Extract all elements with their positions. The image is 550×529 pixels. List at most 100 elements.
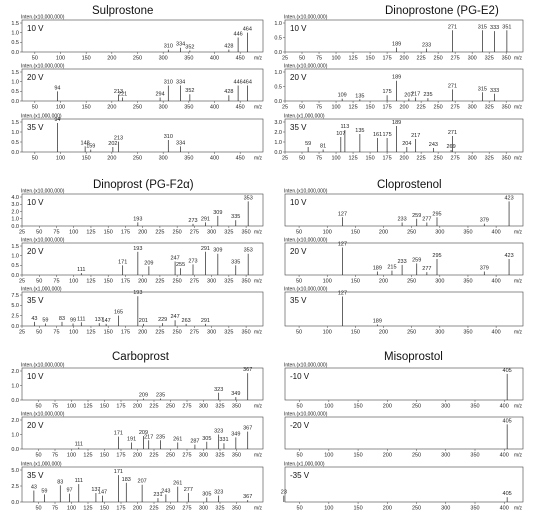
x-tick-label: 50 [299,56,305,62]
y-tick-label: 0.0 [11,150,19,156]
peak-label: 127 [338,241,347,247]
voltage-label: 20 V [27,421,44,430]
x-tick-label: 250 [434,156,443,162]
x-tick-label: 250 [407,330,416,336]
x-tick-label: 400 [210,105,219,111]
peak-label: 349 [231,391,240,397]
peak-label: 111 [77,267,85,273]
x-tick-label: 225 [417,56,426,62]
y-tick-label: 0.0 [11,324,19,330]
x-tick-label: 150 [82,156,91,162]
x-tick-label: 350 [232,506,241,512]
x-tick-label: 100 [67,506,76,512]
peak-label: 287 [190,439,199,445]
x-tick-label: 150 [365,56,374,62]
y-tick-label: 2.0 [11,369,19,375]
x-tick-label: 100 [324,506,333,512]
x-tick-label: 250 [434,56,443,62]
x-tick-label: 150 [82,105,91,111]
x-tick-label: 125 [86,330,95,336]
x-tick-label: 100 [69,330,78,336]
peak-label: 217 [411,133,420,139]
peak-label: 111 [75,442,83,448]
y-tick-label: 0.5 [274,35,282,41]
y-tick-label: 1.0 [11,253,19,259]
x-tick-label: 150 [100,506,109,512]
panel-frame [284,466,524,503]
x-tick-label: 450 [236,105,245,111]
x-tick-label: 50 [36,279,42,285]
peak-label: 193 [133,216,142,222]
peak-label: 213 [114,136,123,142]
y-tick-label: 2.0 [11,418,19,424]
peak-label: 113 [341,124,350,130]
peak-label: 135 [355,128,364,134]
x-tick-label: 125 [83,453,92,459]
peak-label: 295 [432,253,441,259]
peak-label: 309 [213,248,222,254]
x-tick-label: 275 [182,404,191,410]
panel-frame [21,416,264,450]
x-tick-label: 250 [166,404,175,410]
x-tick-label: 325 [485,56,494,62]
x-tick-label: 200 [379,279,388,285]
x-tick-label: 200 [133,506,142,512]
x-tick-label: 300 [159,156,168,162]
x-tick-label: 25 [282,105,288,111]
x-tick-label: 50 [35,404,41,410]
peak-label: 231 [153,492,162,498]
x-tick-label: 150 [104,279,113,285]
x-tick-label: 450 [236,156,245,162]
x-tick-label: 350 [463,279,472,285]
x-tick-label: 175 [382,56,391,62]
y-tick-label: 2.0 [11,209,19,215]
peak-label: 367 [243,367,252,373]
x-axis-unit: m/z [514,105,523,111]
voltage-label: 10 V [290,24,307,33]
x-axis-unit: m/z [514,506,523,512]
x-tick-label: 100 [56,156,65,162]
x-tick-label: 125 [86,230,95,236]
x-tick-label: 275 [190,230,199,236]
peak-label: 107 [336,131,345,137]
peak-label: 171 [114,431,123,437]
y-tick-label: 1.5 [11,244,19,250]
peak-label: 165 [114,310,123,316]
x-tick-label: 300 [207,330,216,336]
y-tick-label: 1.0 [11,217,19,223]
x-tick-label: 175 [116,404,125,410]
x-tick-label: 275 [451,56,460,62]
y-tick-label: 7.5 [11,293,19,299]
peak-label: 379 [480,218,489,224]
panel-frame [21,242,264,276]
x-tick-label: 50 [35,506,41,512]
peak-label: 263 [182,318,191,324]
peak-label: 217 [411,92,420,98]
x-tick-label: 225 [149,453,158,459]
x-tick-label: 400 [500,506,509,512]
peak-label: 171 [114,469,123,475]
x-axis-unit: m/z [254,330,263,336]
y-tick-label: 0.5 [11,40,19,46]
x-tick-label: 75 [52,404,58,410]
peak-label: 333 [490,88,499,94]
x-tick-label: 300 [441,404,450,410]
intensity-label: Inten.(x1,000,000) [21,462,62,468]
x-tick-label: 75 [316,156,322,162]
y-tick-label: 1.0 [11,383,19,389]
x-tick-label: 300 [435,230,444,236]
peak-label: 23 [281,490,287,496]
x-tick-label: 200 [400,156,409,162]
peak-label: 349 [231,431,240,437]
x-tick-label: 150 [353,453,362,459]
peak-label: 94 [54,85,60,91]
x-tick-label: 350 [242,330,251,336]
x-tick-label: 25 [19,330,25,336]
x-tick-label: 350 [470,453,479,459]
peak-label: 271 [448,130,457,136]
peak-label: 233 [422,43,431,49]
peak-label: 148 [81,140,90,146]
peak-label: 273 [188,218,197,224]
x-tick-label: 200 [107,156,116,162]
